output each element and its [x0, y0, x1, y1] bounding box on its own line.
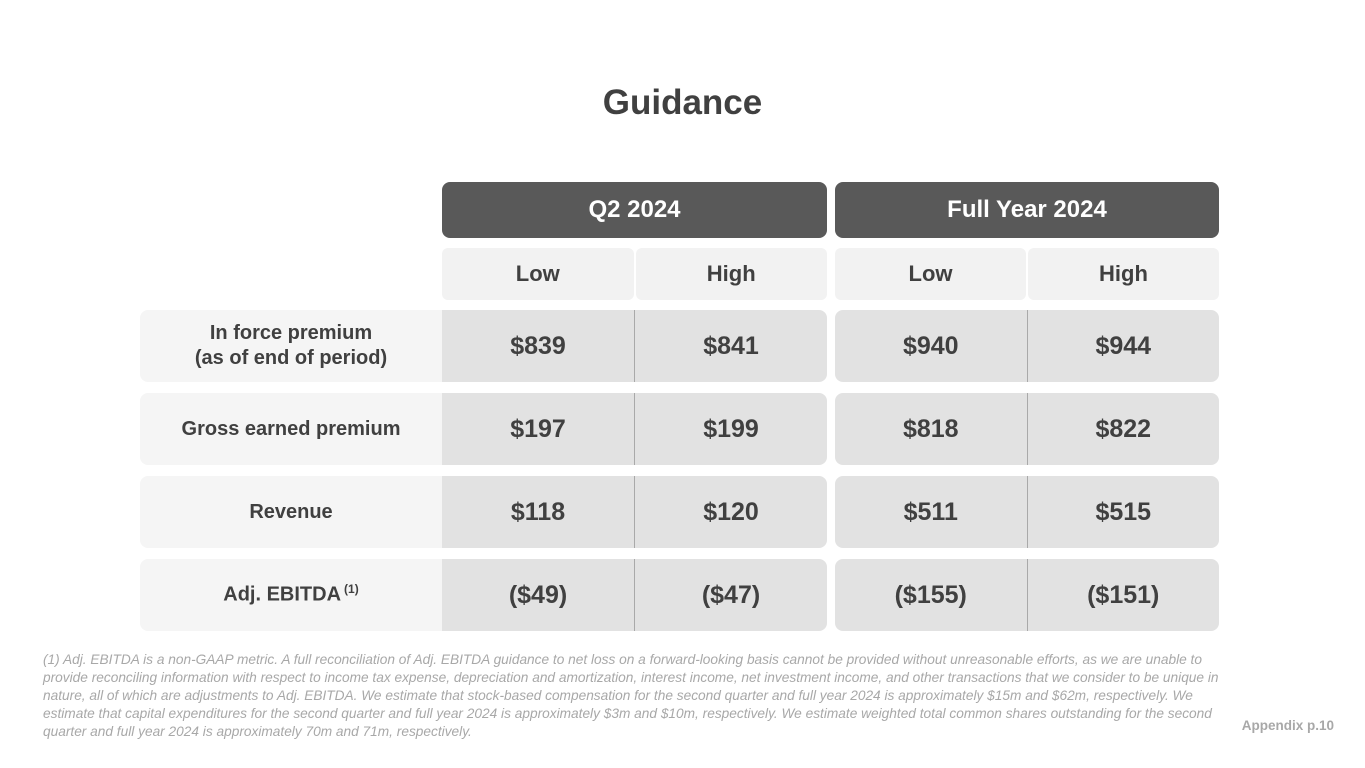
row-label-text: Adj. EBITDA	[223, 583, 342, 606]
value-cell: $944	[1026, 310, 1220, 382]
table-subheader-row: Low High Low High	[140, 248, 1219, 300]
column-group-full-year-2024: Full Year 2024	[835, 182, 1219, 238]
guidance-table: Q2 2024 Full Year 2024 Low High Low High…	[140, 182, 1219, 642]
column-group-q2-2024: Q2 2024	[442, 182, 827, 238]
row-label: Adj. EBITDA (1)	[140, 559, 442, 631]
value-cell: $839	[510, 331, 566, 360]
cell-group-q2: $197 $199	[442, 393, 827, 465]
cell-group-q2: $839 $841	[442, 310, 827, 382]
value-cell: $197	[510, 414, 566, 443]
subheader-fy-low: Low	[835, 248, 1026, 300]
page-title: Guidance	[602, 83, 763, 122]
cell-group-q2: ($49) ($47)	[442, 559, 827, 631]
cell-group-full-year: ($155) ($151)	[835, 559, 1219, 631]
row-label: Revenue	[140, 476, 442, 548]
appendix-page-label: Appendix p.10	[1241, 718, 1334, 733]
table-row-gross-earned-premium: Gross earned premium $197 $199 $818 $822	[140, 393, 1219, 465]
table-row-revenue: Revenue $118 $120 $511 $515	[140, 476, 1219, 548]
value-cell: $818	[902, 414, 959, 443]
subheader-group-full-year: Low High	[835, 248, 1219, 300]
value-cell: $822	[1026, 393, 1220, 465]
cell-group-full-year: $818 $822	[835, 393, 1219, 465]
cell-group-full-year: $511 $515	[835, 476, 1219, 548]
value-cell: ($155)	[894, 580, 967, 609]
value-cell: $511	[903, 497, 958, 526]
row-label-line1: Adj. EBITDA (1)	[223, 582, 358, 608]
row-label: Gross earned premium	[140, 393, 442, 465]
row-label: In force premium (as of end of period)	[140, 310, 442, 382]
value-cell: ($49)	[508, 580, 568, 609]
subheader-q2-low: Low	[442, 248, 634, 300]
table-row-in-force-premium: In force premium (as of end of period) $…	[140, 310, 1219, 382]
row-label-line1: In force premium	[209, 322, 373, 344]
subheader-spacer	[140, 248, 442, 300]
table-row-adj-ebitda: Adj. EBITDA (1) ($49) ($47) ($155) ($151)	[140, 559, 1219, 631]
row-label-line1: Gross earned premium	[181, 417, 401, 440]
footnote: (1) Adj. EBITDA is a non-GAAP metric. A …	[43, 652, 1219, 740]
value-cell: ($47)	[634, 559, 827, 631]
table-group-header-row: Q2 2024 Full Year 2024	[140, 182, 1219, 238]
row-label-line2: (as of end of period)	[194, 347, 388, 369]
subheader-group-q2: Low High	[442, 248, 827, 300]
subheader-fy-high: High	[1028, 248, 1219, 300]
value-cell: $940	[902, 331, 959, 360]
cell-group-full-year: $940 $944	[835, 310, 1219, 382]
value-cell: ($151)	[1026, 559, 1220, 631]
cell-group-q2: $118 $120	[442, 476, 827, 548]
subheader-q2-high: High	[635, 248, 827, 300]
footnote-marker: (1)	[344, 582, 359, 597]
value-cell: $118	[510, 497, 566, 526]
value-cell: $199	[634, 393, 827, 465]
value-cell: $841	[634, 310, 827, 382]
value-cell: $515	[1026, 476, 1220, 548]
value-cell: $120	[634, 476, 827, 548]
header-spacer	[140, 182, 442, 238]
row-label-line1: Revenue	[249, 500, 333, 523]
